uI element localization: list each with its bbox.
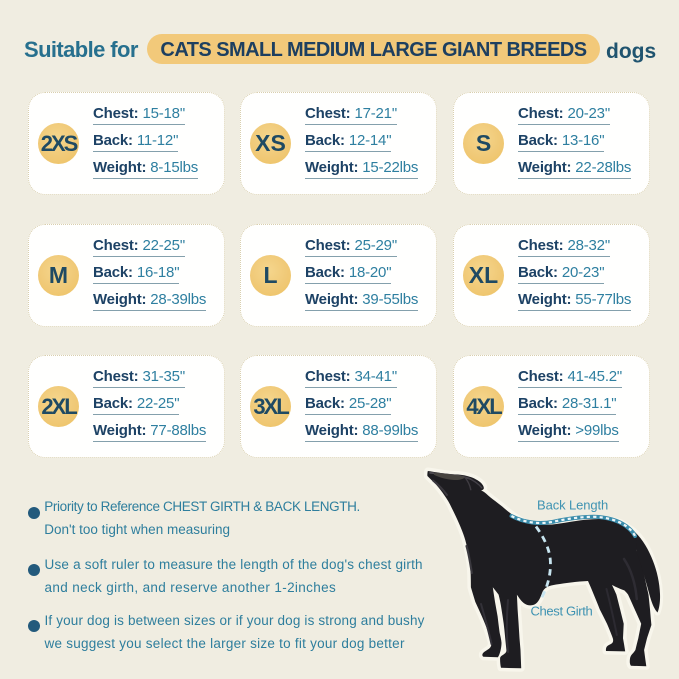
svg-text:Chest Girth: Chest Girth [531, 604, 593, 619]
svg-text:Back Length: Back Length [537, 498, 608, 513]
